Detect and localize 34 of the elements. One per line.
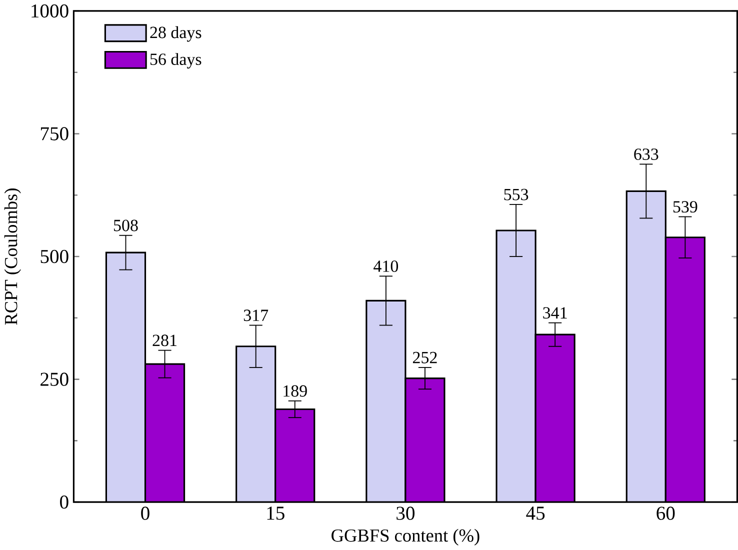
bar — [236, 346, 276, 502]
bar — [404, 378, 446, 502]
bar — [366, 300, 406, 502]
x-tick-label: 60 — [656, 506, 675, 520]
data-label: 553 — [504, 188, 528, 200]
bar — [534, 334, 576, 502]
legend-label: 28 days — [150, 26, 202, 42]
bar — [664, 236, 706, 502]
x-tick-label: 30 — [396, 506, 415, 520]
legend-label: 56 days — [150, 53, 202, 69]
bar — [496, 230, 536, 502]
data-label: 252 — [412, 352, 437, 364]
bar — [626, 190, 666, 502]
data-label: 341 — [543, 307, 567, 319]
y-tick-label: 1000 — [32, 4, 68, 18]
x-axis-title: GGBFS content (%) — [332, 528, 480, 546]
bar — [274, 408, 316, 502]
x-tick-label: 15 — [267, 506, 284, 520]
data-label: 281 — [152, 334, 176, 346]
bar — [105, 252, 146, 502]
data-label: 410 — [374, 260, 398, 272]
data-label: 539 — [673, 201, 698, 213]
y-axis-title: RCPT (Coulombs) — [4, 188, 21, 325]
data-label: 508 — [114, 220, 138, 232]
data-label: 633 — [634, 148, 658, 160]
data-label: 189 — [284, 385, 307, 397]
y-tick-label: 250 — [40, 372, 68, 386]
data-label: 317 — [244, 310, 268, 322]
bar — [144, 363, 186, 502]
y-tick-label: 750 — [40, 127, 68, 140]
x-tick-label: 45 — [526, 506, 545, 520]
y-tick-label: 0 — [60, 496, 68, 509]
x-tick-label: 0 — [141, 506, 150, 520]
y-tick-label: 500 — [40, 250, 68, 264]
